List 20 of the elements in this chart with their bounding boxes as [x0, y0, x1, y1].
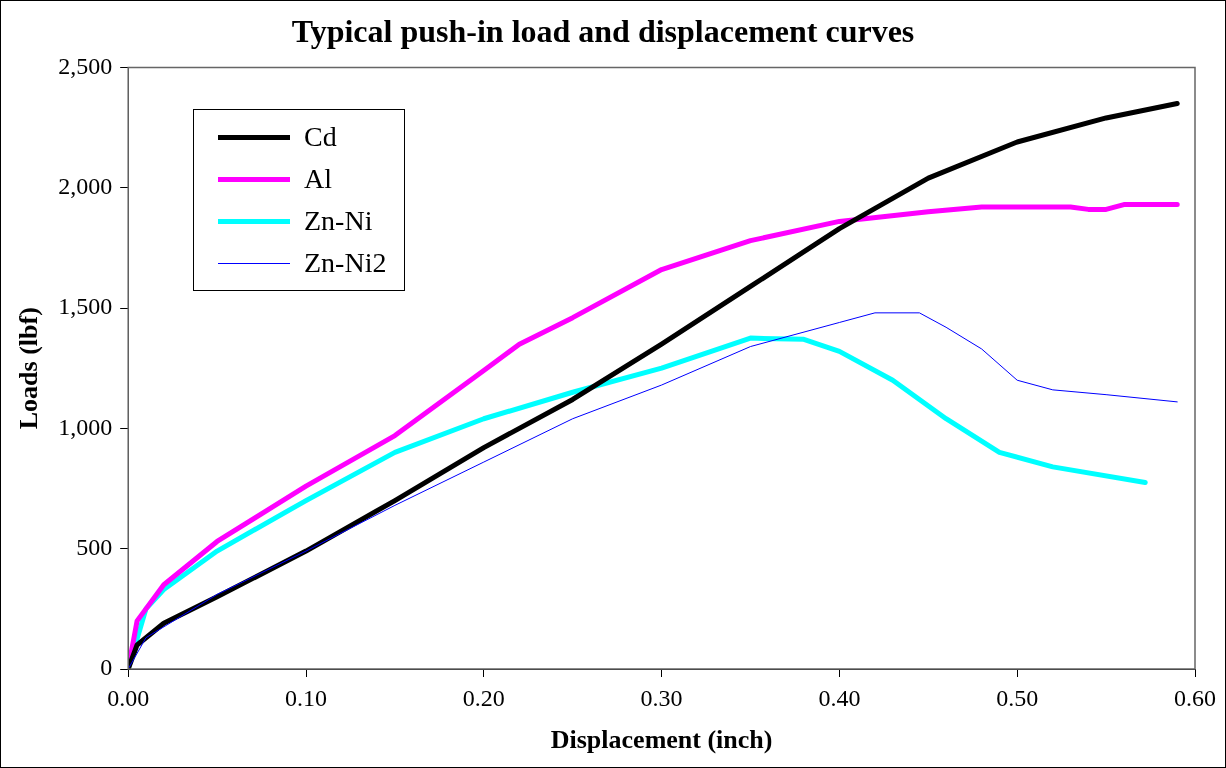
x-tick-label: 0.40 [818, 684, 861, 711]
y-tick-label: 500 [76, 533, 113, 560]
x-tick-label: 0.50 [996, 684, 1039, 711]
y-tick-label: 0 [100, 654, 113, 681]
x-tick-label: 0.60 [1174, 684, 1216, 711]
y-tick-label: 2,500 [58, 52, 113, 79]
y-tick-label: 2,000 [58, 173, 113, 200]
y-tick-label: 1,500 [58, 293, 113, 320]
legend-label: Al [304, 162, 332, 196]
x-axis-title: Displacement (inch) [550, 725, 773, 755]
chart-title: Typical push-in load and displacement curves [291, 13, 915, 50]
legend-label: Zn-Ni [304, 204, 373, 238]
y-tick-label: 1,000 [58, 413, 113, 440]
x-tick-label: 0.10 [285, 684, 327, 711]
x-tick-label: 0.30 [640, 684, 683, 711]
x-tick-label: 0.20 [462, 684, 505, 711]
x-tick-label: 0.00 [107, 684, 150, 711]
y-axis-title: Loads (lbf) [14, 307, 44, 430]
legend-label: Zn-Ni2 [304, 246, 387, 280]
legend-label: Cd [304, 120, 337, 154]
